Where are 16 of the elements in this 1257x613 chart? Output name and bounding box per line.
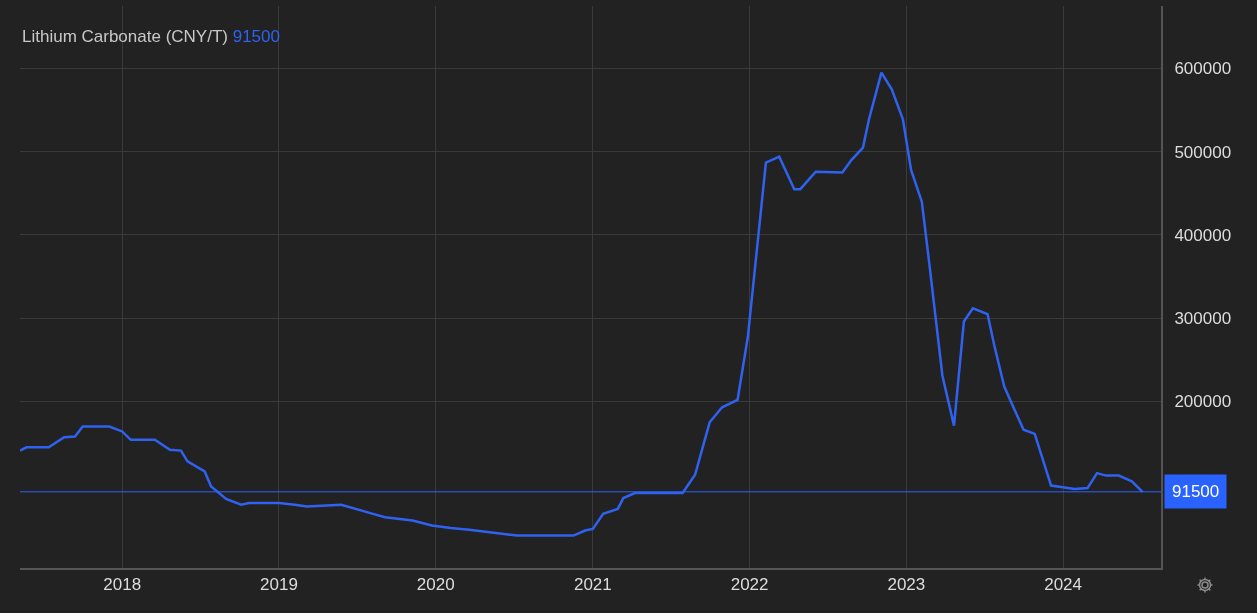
- x-tick-label: 2019: [260, 575, 298, 595]
- x-tick-label: 2022: [730, 575, 769, 595]
- x-tick-label: 2021: [573, 575, 612, 595]
- y-tick-label: 600000: [1174, 59, 1232, 79]
- x-tick-label: 2020: [416, 575, 455, 595]
- x-tick-label: 2023: [887, 575, 926, 595]
- line-series: [20, 71, 1144, 537]
- y-tick-label: 200000: [1174, 392, 1232, 412]
- ref-line-label: 91500: [1172, 482, 1220, 501]
- y-tick-label: 300000: [1174, 309, 1232, 329]
- annotation: 91500: [232, 26, 280, 46]
- y-tick-label: 500000: [1174, 142, 1232, 162]
- x-tick-label: 2018: [103, 575, 142, 595]
- y-tick-label: 400000: [1174, 225, 1232, 245]
- text: Lithium Carbonate (CNY/T): [22, 26, 228, 46]
- x-tick-label: 2024: [1044, 575, 1082, 595]
